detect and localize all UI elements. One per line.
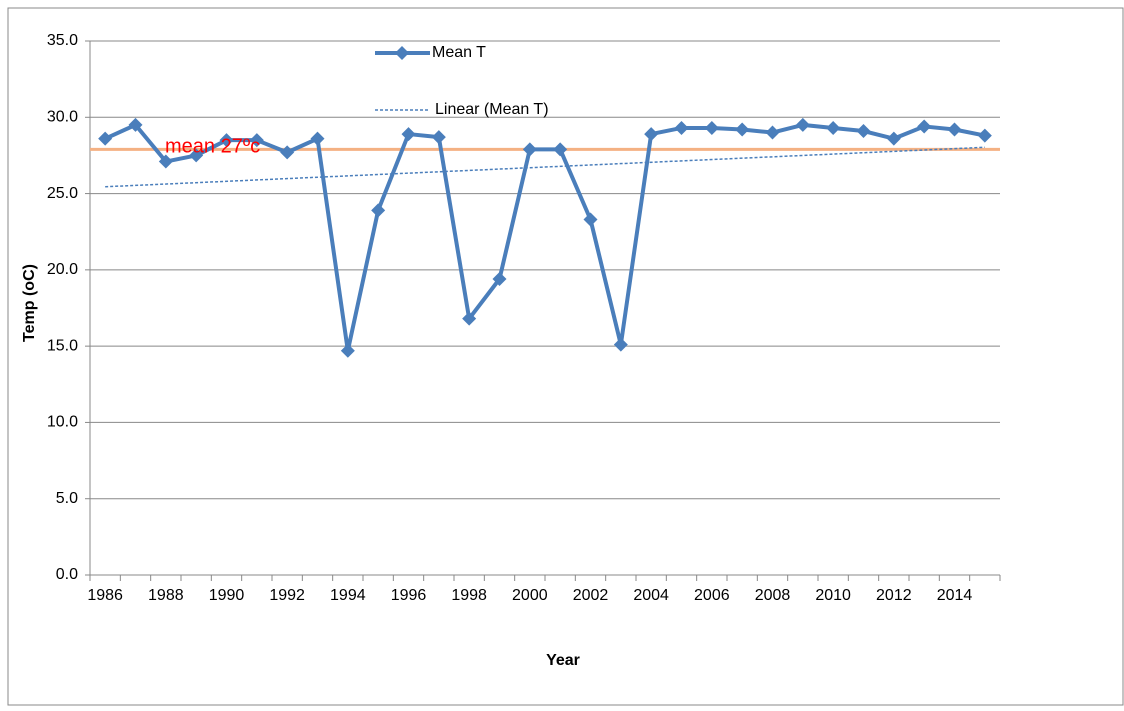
y-tick-label: 25.0 bbox=[47, 185, 78, 202]
y-tick-label: 10.0 bbox=[47, 414, 78, 431]
y-tick-label: 35.0 bbox=[47, 32, 78, 49]
marker bbox=[522, 142, 537, 157]
x-tick-label: 2006 bbox=[694, 587, 730, 604]
marker bbox=[583, 212, 598, 227]
x-tick-label: 1988 bbox=[148, 587, 184, 604]
x-tick-label: 2002 bbox=[573, 587, 609, 604]
series-line bbox=[104, 122, 986, 353]
marker bbox=[553, 142, 568, 157]
x-tick-label: 2014 bbox=[937, 587, 973, 604]
marker bbox=[735, 122, 750, 137]
marker bbox=[249, 133, 264, 148]
marker bbox=[219, 133, 234, 148]
marker bbox=[644, 127, 659, 142]
marker bbox=[492, 272, 507, 287]
annotation: mean 27ºc bbox=[165, 135, 260, 157]
marker bbox=[886, 131, 901, 146]
x-tick-label: 2012 bbox=[876, 587, 912, 604]
marker bbox=[310, 131, 325, 146]
y-tick-label: 0.0 bbox=[56, 566, 78, 583]
marker bbox=[795, 117, 810, 132]
marker bbox=[158, 154, 173, 169]
marker bbox=[917, 119, 932, 134]
legend-marker bbox=[395, 46, 409, 60]
marker bbox=[856, 124, 871, 139]
marker bbox=[189, 148, 204, 163]
legend-label: Mean T bbox=[432, 44, 486, 61]
marker bbox=[462, 311, 477, 326]
marker bbox=[431, 130, 446, 145]
y-tick-label: 20.0 bbox=[47, 261, 78, 278]
marker bbox=[280, 145, 295, 160]
trendline bbox=[105, 146, 985, 188]
legend-label: Linear (Mean T) bbox=[435, 101, 549, 118]
chart-border bbox=[7, 7, 1124, 706]
marker bbox=[98, 131, 113, 146]
y-tick-label: 15.0 bbox=[47, 337, 78, 354]
marker bbox=[704, 120, 719, 135]
x-tick-label: 2010 bbox=[815, 587, 851, 604]
marker bbox=[826, 120, 841, 135]
marker bbox=[947, 122, 962, 137]
x-tick-label: 1992 bbox=[269, 587, 305, 604]
y-tick-label: 30.0 bbox=[47, 109, 78, 126]
x-tick-label: 2000 bbox=[512, 587, 548, 604]
y-tick-label: 5.0 bbox=[56, 490, 78, 507]
marker bbox=[340, 343, 355, 358]
x-tick-label: 1994 bbox=[330, 587, 366, 604]
x-tick-label: 1990 bbox=[209, 587, 245, 604]
x-axis-title: Year bbox=[546, 652, 580, 669]
x-tick-label: 1996 bbox=[391, 587, 427, 604]
marker bbox=[674, 120, 689, 135]
marker bbox=[401, 127, 416, 142]
x-tick-label: 1998 bbox=[451, 587, 487, 604]
x-tick-label: 2004 bbox=[633, 587, 669, 604]
y-axis-title: Temp (oC) bbox=[21, 264, 38, 342]
marker bbox=[977, 128, 992, 143]
marker bbox=[613, 337, 628, 352]
x-tick-label: 1986 bbox=[87, 587, 123, 604]
x-tick-label: 2008 bbox=[755, 587, 791, 604]
marker bbox=[371, 203, 386, 218]
marker bbox=[128, 117, 143, 132]
marker bbox=[765, 125, 780, 140]
